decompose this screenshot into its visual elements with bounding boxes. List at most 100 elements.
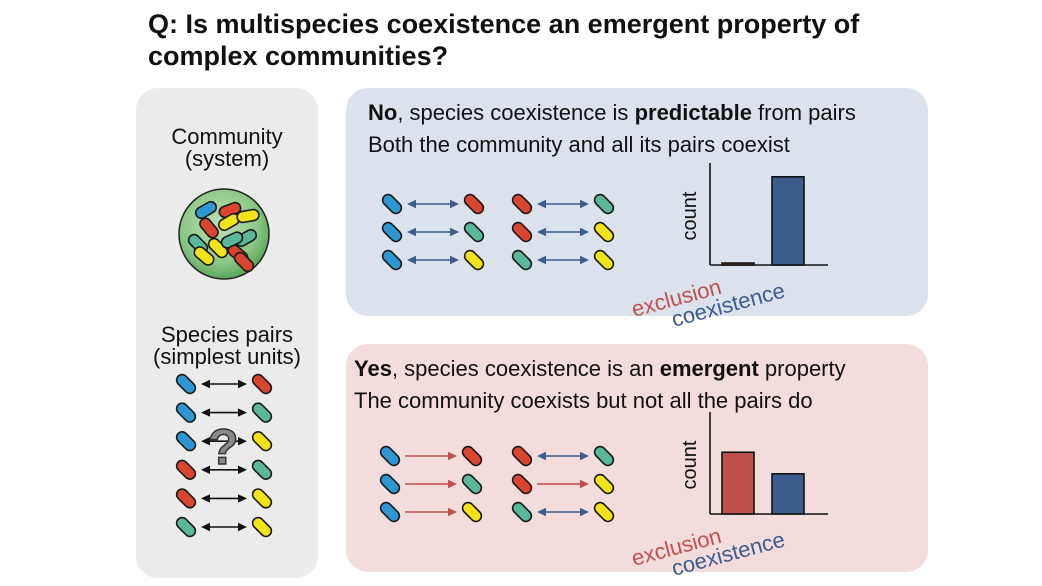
question-mark: ? [207,419,239,475]
yes-box-line-1: Yes, species coexistence is an emergent … [354,356,846,382]
species-pairs-diagram [175,373,273,538]
arrowhead [580,199,589,209]
blue-species-cell [379,445,401,467]
arrowhead [238,465,247,474]
blue-species-cell [379,501,401,523]
arrowhead [407,199,416,209]
blue-species-cell [175,373,197,395]
bar-exclusion [721,451,755,515]
yellow-species-cell [593,221,615,243]
blue-species-cell [379,473,401,495]
arrowhead [450,255,459,265]
arrowhead [407,255,416,265]
yes-box-line-2: The community coexists but not all the p… [354,388,813,413]
no-box-line-2: Both the community and all its pairs coe… [368,132,790,157]
arrowhead [450,227,459,237]
arrowhead [238,408,247,417]
green-species-cell [593,193,615,215]
arrowhead [201,522,210,532]
arrowhead [201,494,210,503]
community-label: Community [171,124,283,149]
yes-line1-end: property [758,356,846,381]
arrowhead [580,255,589,265]
red-species-cell [511,473,533,495]
pairs-sublabel: (simplest units) [153,344,301,369]
red-species-cell [463,193,485,215]
left-panel: Community (system) Species pairs (simple… [136,88,318,578]
arrowhead [238,379,247,389]
arrowhead [238,494,247,503]
figure-title: Q: Is multispecies coexistence an emerge… [148,8,859,72]
yes-pairs-diagram [379,445,615,523]
arrowhead [580,479,589,489]
yellow-species-cell [251,516,273,538]
arrowhead [580,507,589,517]
blue-species-cell [381,221,403,243]
yellow-species-cell [463,249,485,271]
blue-species-cell [381,249,403,271]
yes-line1-mid: , species coexistence is an [391,356,660,381]
yellow-species-cell [236,208,260,224]
red-species-cell [251,373,273,395]
arrowhead [537,199,546,209]
yellow-species-cell [593,501,615,523]
yellow-species-cell [461,501,483,523]
green-species-cell [593,445,615,467]
yellow-species-cell [593,249,615,271]
arrowhead [580,451,589,461]
blue-species-cell [381,193,403,215]
arrowhead [448,507,457,517]
arrowhead [580,227,589,237]
blue-species-cell [194,200,218,220]
red-species-cell [511,445,533,467]
title-line-2: complex communities? [148,41,449,71]
green-species-cell [463,221,485,243]
community-sublabel: (system) [184,146,270,171]
arrowhead [407,227,416,237]
bar-exclusion [721,262,755,266]
arrowhead [537,255,546,265]
arrowhead [448,479,457,489]
green-species-cell [511,249,533,271]
red-species-cell [233,251,255,273]
arrowhead [448,451,457,461]
y-axis-label: count [679,440,701,489]
blue-species-cell [175,431,197,452]
yellow-species-cell [593,473,615,495]
no-keyword: No [368,100,398,125]
title-line-1: Q: Is multispecies coexistence an emerge… [148,9,860,39]
bar-coexistence [771,473,805,515]
arrowhead [450,199,459,209]
blue-species-cell [175,402,197,423]
no-box: No, species coexistence is predictable f… [346,88,928,332]
red-species-cell [511,221,533,243]
green-species-cell [251,402,273,423]
red-species-cell [461,445,483,467]
yes-keyword: Yes [354,356,392,381]
community-petri-dish [178,188,270,280]
red-species-cell [175,459,197,480]
yellow-species-cell [251,431,273,452]
arrowhead [201,465,210,474]
no-line1-mid: , species coexistence is [397,100,635,125]
arrowhead [238,522,247,532]
bar-coexistence [771,176,805,266]
green-species-cell [220,231,244,249]
red-species-cell [199,217,219,239]
red-species-cell [511,193,533,215]
no-box-line-1: No, species coexistence is predictable f… [368,100,856,126]
arrowhead [201,379,210,389]
red-species-cell [175,488,197,509]
green-species-cell [175,516,197,538]
yes-emphasis: emergent [659,356,759,381]
arrowhead [537,227,546,237]
pairs-label: Species pairs [160,322,294,347]
green-species-cell [511,501,533,523]
arrowhead [238,437,247,446]
arrowhead [537,451,546,461]
no-emphasis: predictable [634,100,752,125]
y-axis-label: count [679,191,701,240]
no-pairs-diagram [381,193,615,271]
